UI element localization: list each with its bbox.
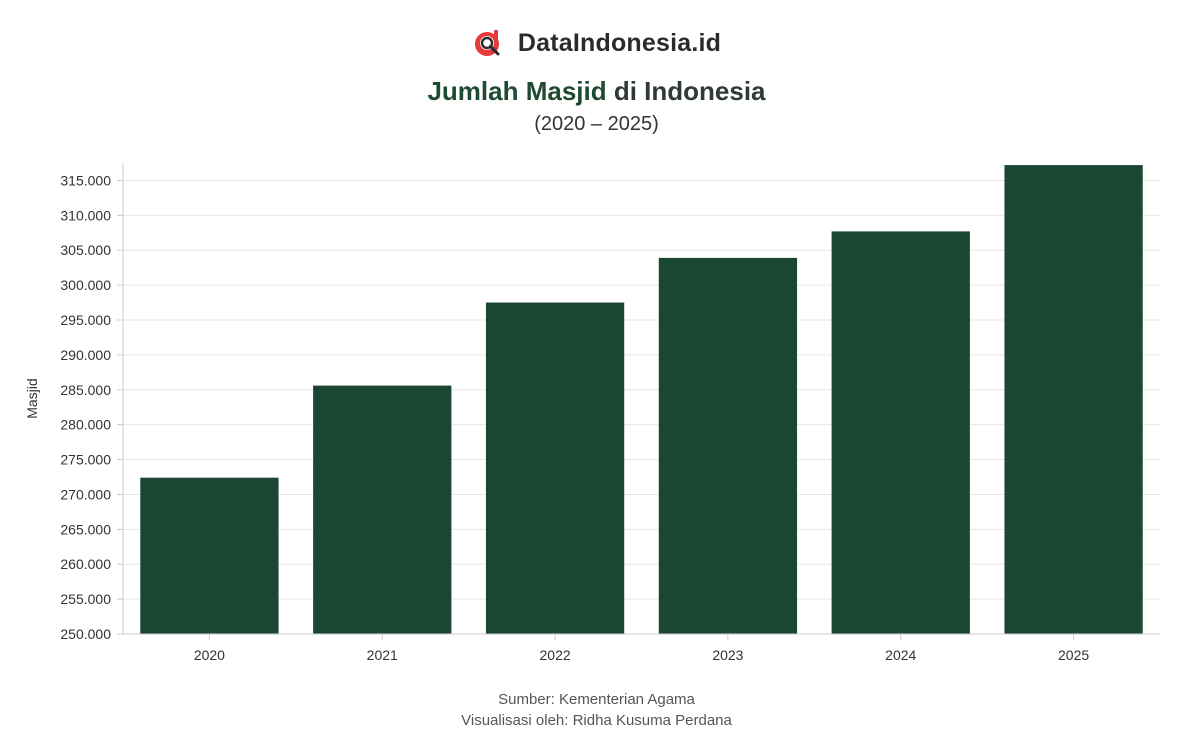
- chart-title-rest: di Indonesia: [606, 76, 766, 106]
- y-tick-label: 290.000: [60, 347, 111, 363]
- x-tick-label: 2021: [367, 647, 398, 663]
- x-tick-label: 2024: [885, 647, 916, 663]
- chart-subtitle: (2020 – 2025): [534, 113, 659, 135]
- bar-2024: [831, 231, 970, 635]
- y-axis-ticks: 250.000 255.000 260.000 265.000 270.000 275.0…: [60, 172, 123, 642]
- y-tick-label: 295.000: [60, 312, 111, 328]
- x-tick-label: 2020: [194, 647, 225, 663]
- y-tick-label: 300.000: [60, 277, 111, 293]
- y-tick-label: 260.000: [60, 556, 111, 572]
- bars: [140, 165, 1143, 635]
- y-tick-label: 285.000: [60, 382, 111, 398]
- y-tick-label: 270.000: [60, 486, 111, 502]
- y-tick-label: 275.000: [60, 452, 111, 468]
- bar-2023: [658, 257, 798, 634]
- chart-title-accent: Jumlah Masjid: [427, 76, 607, 106]
- credit-note: Visualisasi oleh: Ridha Kusuma Perdana: [461, 712, 732, 729]
- x-tick-label: 2022: [540, 647, 571, 663]
- brand-name: DataIndonesia.id: [517, 28, 722, 57]
- source-note: Sumber: Kementerian Agama: [498, 691, 695, 708]
- dataindonesia-logo-icon: [474, 30, 500, 56]
- footer: Sumber: Kementerian Agama Visualisasi ol…: [0, 689, 1193, 731]
- y-tick-label: 265.000: [60, 521, 111, 537]
- y-tick-label: 315.000: [60, 172, 111, 188]
- x-tick-label: 2025: [1058, 647, 1089, 663]
- bar-2025: [1004, 165, 1143, 635]
- x-axis-ticks: 2020 2021 2022 2023 2024 2025: [194, 634, 1089, 663]
- y-tick-label: 250.000: [60, 626, 111, 642]
- x-tick-label: 2023: [712, 647, 743, 663]
- chart-title: Jumlah Masjid di Indonesia: [0, 76, 1193, 107]
- bar-2022: [485, 302, 625, 634]
- bar-2021: [313, 385, 452, 634]
- y-tick-label: 280.000: [60, 417, 111, 433]
- y-tick-label: 305.000: [60, 242, 111, 258]
- y-axis-label: Masjid: [24, 378, 40, 418]
- bar-2020: [140, 477, 279, 634]
- y-tick-label: 255.000: [60, 591, 111, 607]
- y-tick-label: 310.000: [60, 207, 111, 223]
- brand-header: DataIndonesia.id: [0, 27, 1193, 59]
